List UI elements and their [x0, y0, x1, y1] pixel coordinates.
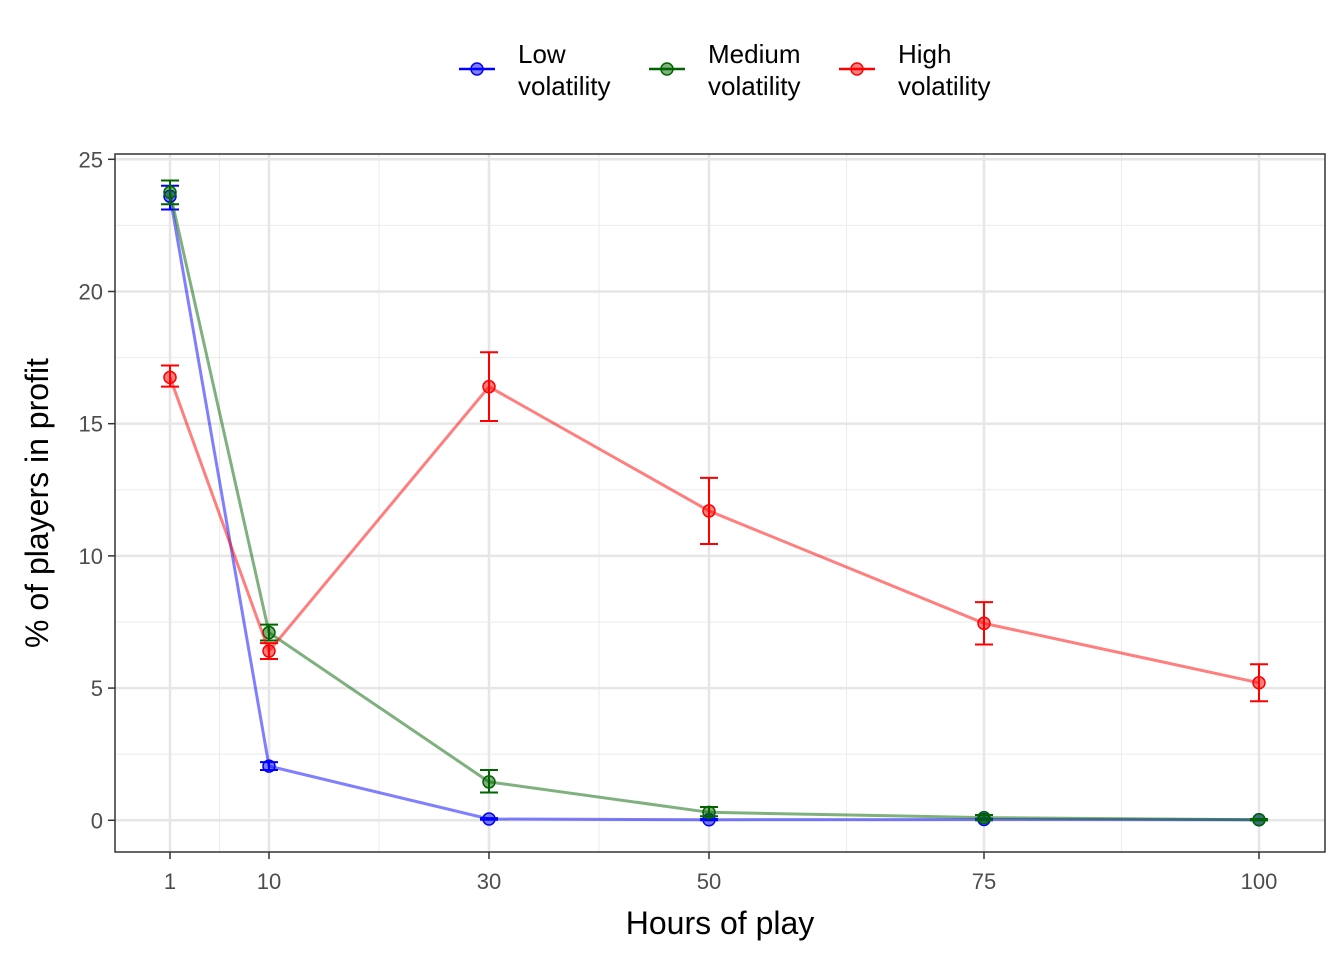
data-point — [1252, 676, 1266, 690]
x-tick-label: 100 — [1241, 869, 1278, 894]
legend-label: Low volatility — [518, 39, 610, 101]
legend-label: Medium volatility — [708, 39, 800, 101]
legend-label-line: volatility — [898, 71, 990, 101]
legend-label-line: Low — [518, 39, 566, 69]
series-group — [161, 184, 1268, 827]
data-point — [702, 504, 716, 518]
y-tick-label: 25 — [79, 147, 103, 172]
data-point — [977, 810, 991, 825]
x-tick-label: 50 — [697, 869, 721, 894]
y-tick-label: 10 — [79, 544, 103, 569]
legend-label: High volatility — [898, 39, 990, 101]
data-point — [1252, 812, 1266, 827]
legend-label-line: High — [898, 39, 951, 69]
series-line — [168, 376, 1260, 685]
data-point — [482, 812, 496, 826]
legend-key-marker — [850, 62, 864, 76]
series-group — [161, 351, 1268, 703]
data-point — [702, 805, 716, 820]
legend-label-line: volatility — [708, 71, 800, 101]
data-point — [163, 185, 177, 200]
x-tick-label: 75 — [972, 869, 996, 894]
series-line — [168, 196, 1260, 822]
y-tick-label: 20 — [79, 279, 103, 304]
y-tick-label: 5 — [91, 676, 103, 701]
panel-border — [114, 153, 1326, 853]
legend-label-line: Medium — [708, 39, 800, 69]
data-point — [482, 775, 496, 789]
legend-label-line: volatility — [518, 71, 610, 101]
series-group — [161, 179, 1268, 827]
grid-major — [115, 154, 1325, 852]
data-point — [163, 370, 177, 385]
legend-item: Medium volatility — [649, 39, 800, 101]
y-axis-title: % of players in profit — [19, 358, 55, 648]
legend-key-marker — [660, 62, 674, 76]
x-axis-title: Hours of play — [626, 905, 815, 941]
data-point — [482, 379, 496, 394]
series-line — [168, 191, 1260, 822]
axis-ticks: 0 5 10 15 20 25 1 10 30 50 75 100 — [79, 147, 1278, 894]
data-point — [262, 759, 276, 773]
data-point — [977, 616, 991, 631]
legend-item: High volatility — [839, 39, 990, 101]
y-tick-label: 15 — [79, 412, 103, 437]
x-tick-label: 10 — [257, 869, 281, 894]
legend-item: Low volatility — [459, 39, 610, 101]
y-tick-label: 0 — [91, 808, 103, 833]
legend-key-marker — [470, 62, 484, 76]
x-tick-label: 30 — [477, 869, 501, 894]
data-point — [262, 644, 276, 658]
x-tick-label: 1 — [164, 869, 176, 894]
series-layer — [161, 179, 1268, 827]
grid-minor — [115, 154, 1325, 852]
